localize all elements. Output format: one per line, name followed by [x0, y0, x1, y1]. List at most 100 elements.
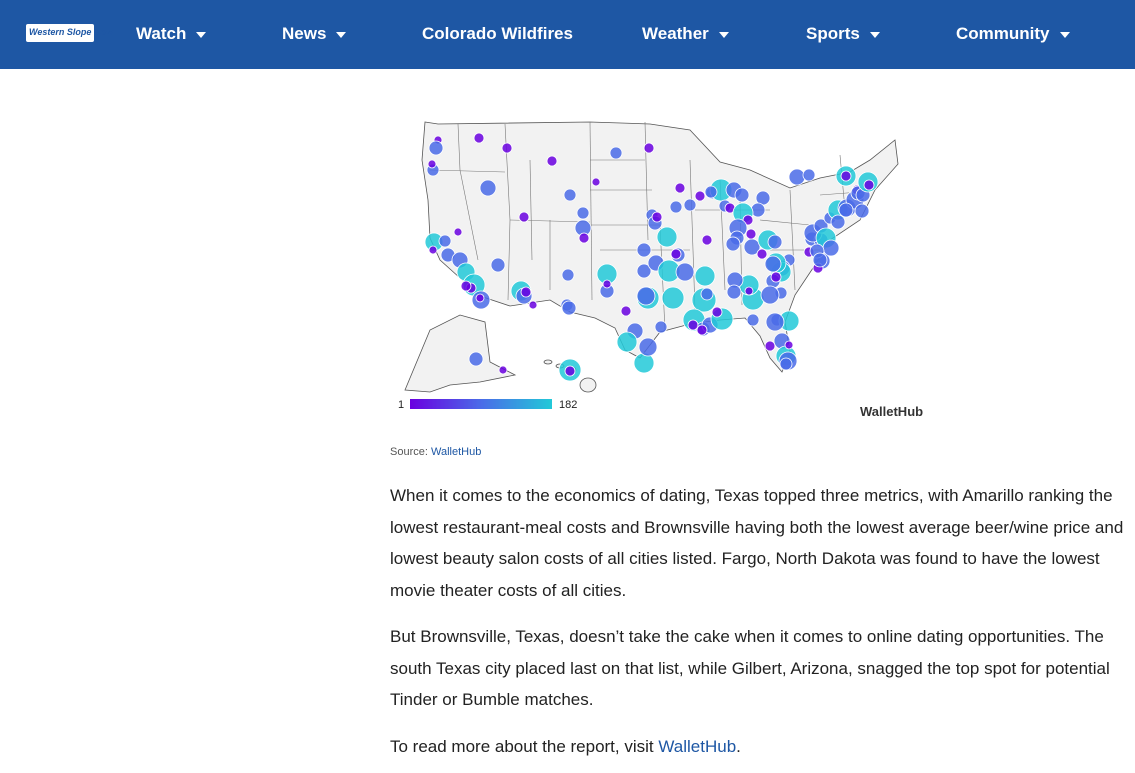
wallethub-link[interactable]: WalletHub: [658, 737, 737, 756]
city-marker: [638, 337, 658, 357]
city-marker: [591, 177, 601, 187]
paragraph-suffix: .: [736, 737, 741, 756]
city-marker: [518, 211, 530, 223]
city-marker: [812, 252, 828, 268]
city-marker: [683, 198, 697, 212]
city-marker: [863, 179, 875, 191]
city-marker: [765, 312, 785, 332]
city-marker: [643, 142, 655, 154]
caption-prefix: Source:: [390, 446, 428, 458]
city-marker: [674, 182, 686, 194]
city-marker: [561, 300, 577, 316]
city-marker: [620, 305, 632, 317]
city-marker: [468, 351, 484, 367]
city-marker: [475, 293, 485, 303]
city-marker: [520, 286, 532, 298]
paragraph-text: When it comes to the economics of dating…: [390, 486, 1124, 600]
city-marker: [767, 234, 783, 250]
city-marker: [438, 234, 452, 248]
nav-community[interactable]: Community: [956, 22, 1070, 46]
city-marker: [636, 242, 652, 258]
city-marker: [602, 279, 612, 289]
nav-community-label: Community: [956, 24, 1050, 43]
nav-sports[interactable]: Sports: [806, 22, 880, 46]
logo-text: Western Slope Now: [29, 27, 113, 37]
city-marker: [764, 255, 782, 273]
caption-source-link[interactable]: WalletHub: [430, 446, 482, 458]
city-marker: [528, 300, 538, 310]
nav-watch-label: Watch: [136, 24, 187, 43]
city-marker: [694, 190, 706, 202]
article-paragraph-1: When it comes to the economics of dating…: [390, 480, 1125, 606]
chevron-down-icon: [336, 32, 347, 38]
us-cities-map-svg: 1 182 WalletHub: [398, 121, 923, 419]
city-marker: [564, 365, 576, 377]
city-marker: [734, 187, 750, 203]
nav-colorado-wildfires[interactable]: Colorado Wildfires: [422, 22, 573, 46]
city-marker: [687, 319, 699, 331]
city-marker: [744, 286, 754, 296]
dating-cost-map: 1 182 WalletHub: [390, 100, 950, 430]
city-marker: [479, 179, 497, 197]
city-marker: [725, 236, 741, 252]
city-marker: [784, 340, 794, 350]
city-markers: [424, 132, 879, 382]
nav-watch[interactable]: Watch: [136, 22, 207, 46]
city-marker: [636, 286, 656, 306]
nav-weather-label: Weather: [642, 24, 709, 43]
paragraph-text: To read more about the report, visit Wal…: [390, 731, 1125, 763]
alaska-outline: [404, 314, 517, 393]
city-marker: [711, 306, 723, 318]
city-marker: [576, 206, 590, 220]
city-marker: [745, 228, 757, 240]
chevron-down-icon: [1059, 32, 1070, 38]
image-caption: Source: WalletHub: [390, 446, 481, 458]
city-marker: [498, 365, 508, 375]
city-marker: [453, 227, 463, 237]
city-marker: [561, 268, 575, 282]
city-marker: [669, 200, 683, 214]
city-marker: [633, 352, 655, 374]
city-marker: [760, 285, 780, 305]
city-marker: [696, 324, 708, 336]
city-marker: [726, 284, 742, 300]
legend-min-label: 1: [398, 399, 404, 411]
site-logo[interactable]: Western Slope Now: [26, 24, 113, 42]
nav-weather[interactable]: Weather: [642, 22, 729, 46]
city-marker: [428, 140, 444, 156]
city-marker: [838, 202, 854, 218]
city-marker: [661, 286, 685, 310]
article-paragraph-2: But Brownsville, Texas, doesn’t take the…: [390, 621, 1125, 716]
chevron-down-icon: [869, 32, 880, 38]
nav-news-label: News: [282, 24, 327, 43]
city-marker: [546, 155, 558, 167]
city-marker: [701, 234, 713, 246]
city-marker: [501, 142, 513, 154]
paragraph-prefix: To read more about the report, visit: [390, 737, 654, 756]
city-marker: [636, 263, 652, 279]
city-marker: [830, 214, 846, 230]
nav-news[interactable]: News: [282, 22, 347, 46]
chevron-down-icon: [196, 32, 207, 38]
city-marker: [428, 245, 438, 255]
legend-max-label: 182: [559, 399, 577, 411]
city-marker: [704, 185, 718, 199]
city-marker: [616, 331, 638, 353]
city-marker: [802, 168, 816, 182]
city-marker: [788, 168, 806, 186]
city-marker: [651, 211, 663, 223]
city-marker: [656, 226, 678, 248]
nav-colorado-wildfires-label: Colorado Wildfires: [422, 24, 573, 43]
city-marker: [473, 132, 485, 144]
city-marker: [770, 271, 782, 283]
city-marker: [670, 248, 682, 260]
city-marker: [756, 248, 768, 260]
wallethub-brand: WalletHub: [860, 404, 923, 419]
city-marker: [854, 203, 870, 219]
chevron-down-icon: [718, 32, 729, 38]
city-marker: [822, 239, 840, 257]
us-mainland-outline: [421, 121, 899, 373]
city-marker: [654, 320, 668, 334]
legend-gradient-bar: [410, 399, 552, 409]
city-marker: [840, 170, 852, 182]
